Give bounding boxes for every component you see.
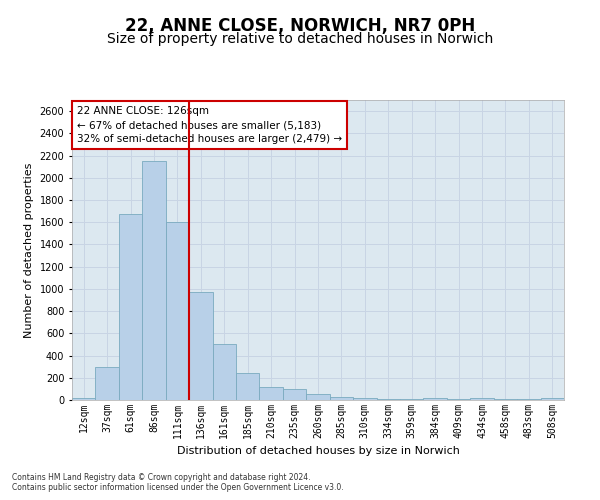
Bar — [142, 161, 166, 400]
Bar — [72, 398, 95, 400]
Bar — [283, 389, 306, 400]
Bar — [377, 399, 400, 400]
Text: Size of property relative to detached houses in Norwich: Size of property relative to detached ho… — [107, 32, 493, 46]
Bar — [212, 344, 236, 400]
Bar — [541, 398, 564, 400]
Bar — [166, 222, 189, 400]
Text: 22 ANNE CLOSE: 126sqm
← 67% of detached houses are smaller (5,183)
32% of semi-d: 22 ANNE CLOSE: 126sqm ← 67% of detached … — [77, 106, 342, 144]
Bar — [353, 398, 377, 400]
Bar — [119, 214, 142, 400]
Text: Contains public sector information licensed under the Open Government Licence v3: Contains public sector information licen… — [12, 484, 344, 492]
Text: Contains HM Land Registry data © Crown copyright and database right 2024.: Contains HM Land Registry data © Crown c… — [12, 474, 311, 482]
Text: 22, ANNE CLOSE, NORWICH, NR7 0PH: 22, ANNE CLOSE, NORWICH, NR7 0PH — [125, 18, 475, 36]
Bar — [470, 398, 494, 400]
Bar — [259, 386, 283, 400]
Bar — [236, 373, 259, 400]
Bar — [95, 366, 119, 400]
Bar — [330, 396, 353, 400]
Bar — [424, 398, 447, 400]
Bar — [189, 292, 212, 400]
Y-axis label: Number of detached properties: Number of detached properties — [24, 162, 34, 338]
X-axis label: Distribution of detached houses by size in Norwich: Distribution of detached houses by size … — [176, 446, 460, 456]
Bar — [306, 394, 330, 400]
